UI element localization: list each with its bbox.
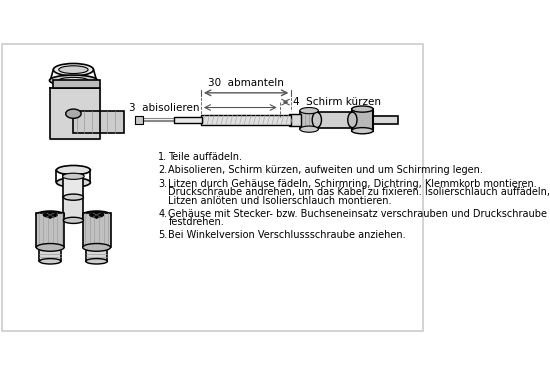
Ellipse shape — [351, 128, 373, 134]
Ellipse shape — [82, 211, 111, 219]
Bar — [300, 111, 318, 129]
Bar — [40, 246, 61, 261]
Text: 30  abmanteln: 30 abmanteln — [208, 78, 284, 88]
Ellipse shape — [36, 211, 64, 219]
Text: 4.: 4. — [158, 209, 168, 219]
Circle shape — [91, 214, 93, 216]
Ellipse shape — [40, 259, 61, 264]
Text: Gehäuse mit Stecker- bzw. Buchseneinsatz verschrauben und Druckschraube: Gehäuse mit Stecker- bzw. Buchseneinsatz… — [168, 209, 547, 219]
Circle shape — [100, 214, 102, 216]
Text: Litzen durch Gehäuse fädeln, Schirmring, Dichtring, Klemmkorb montieren.: Litzen durch Gehäuse fädeln, Schirmring,… — [168, 178, 537, 189]
Circle shape — [45, 214, 47, 216]
Bar — [63, 174, 84, 197]
Text: Druckschraube andrehen, um das Kabel zu fixieren. Isolierschlauch auffädeln,: Druckschraube andrehen, um das Kabel zu … — [168, 187, 550, 197]
Bar — [135, 116, 143, 124]
Text: Abisolieren, Schirm kürzen, aufweiten und um Schirmring legen.: Abisolieren, Schirm kürzen, aufweiten un… — [168, 165, 483, 176]
Bar — [73, 111, 124, 133]
Ellipse shape — [43, 213, 57, 217]
Ellipse shape — [36, 243, 64, 251]
Ellipse shape — [63, 194, 84, 200]
Ellipse shape — [348, 112, 357, 128]
Ellipse shape — [63, 217, 84, 223]
Circle shape — [54, 214, 56, 216]
Text: 3.: 3. — [158, 178, 168, 189]
Text: festdrehen.: festdrehen. — [168, 217, 224, 227]
Text: 4  Schirm kürzen: 4 Schirm kürzen — [293, 97, 381, 107]
Ellipse shape — [300, 108, 318, 114]
Text: 3  abisolieren: 3 abisolieren — [129, 102, 199, 112]
Polygon shape — [50, 88, 101, 139]
Ellipse shape — [59, 77, 88, 84]
Ellipse shape — [59, 66, 88, 74]
Ellipse shape — [57, 178, 90, 187]
Ellipse shape — [82, 243, 111, 251]
Ellipse shape — [47, 214, 53, 216]
Ellipse shape — [57, 165, 90, 175]
Ellipse shape — [300, 126, 318, 132]
Bar — [351, 109, 373, 131]
Ellipse shape — [351, 106, 373, 112]
Ellipse shape — [94, 214, 100, 216]
Bar — [174, 117, 202, 123]
Bar — [36, 213, 64, 248]
Ellipse shape — [50, 75, 97, 86]
Text: Teile auffädeln.: Teile auffädeln. — [168, 152, 243, 162]
Bar — [289, 114, 301, 126]
Bar — [63, 197, 84, 220]
Bar — [317, 112, 353, 128]
Ellipse shape — [86, 259, 107, 264]
Ellipse shape — [90, 213, 103, 217]
Bar — [53, 81, 101, 88]
Ellipse shape — [65, 109, 81, 118]
Bar — [86, 246, 107, 261]
Bar — [82, 213, 111, 248]
Ellipse shape — [312, 112, 321, 128]
Ellipse shape — [53, 63, 94, 76]
Text: 1.: 1. — [158, 152, 168, 162]
Circle shape — [50, 216, 51, 218]
Ellipse shape — [63, 173, 84, 179]
Circle shape — [96, 216, 97, 218]
Text: Bei Winkelversion Verschlussschraube anziehen.: Bei Winkelversion Verschlussschraube anz… — [168, 230, 406, 240]
Bar — [355, 116, 398, 124]
Bar — [201, 115, 290, 125]
Text: 5.: 5. — [158, 230, 168, 240]
Circle shape — [96, 211, 97, 213]
Circle shape — [50, 211, 51, 213]
Text: 2.: 2. — [158, 165, 168, 176]
Text: Litzen anlöten und Isolierschlauch montieren.: Litzen anlöten und Isolierschlauch monti… — [168, 196, 392, 206]
